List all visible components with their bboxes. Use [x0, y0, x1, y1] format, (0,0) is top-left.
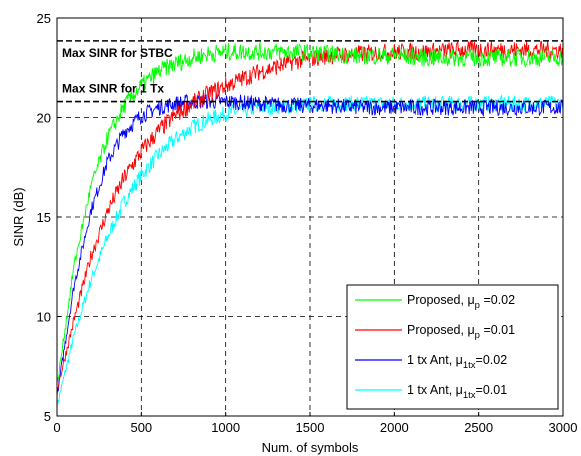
x-tick-label: 1000	[211, 420, 240, 435]
x-axis-label: Num. of symbols	[262, 440, 359, 455]
series-line-3	[56, 93, 564, 396]
x-tick-label: 2500	[464, 420, 493, 435]
series-line-1	[56, 41, 564, 384]
reference-label-2: Max SINR for 1 Tx	[62, 82, 164, 96]
legend-label-2: Proposed, μp =0.01	[407, 323, 515, 341]
y-tick-label: 10	[37, 310, 51, 325]
x-tick-label: 0	[53, 420, 60, 435]
reference-label-1: Max SINR for STBC	[62, 46, 173, 60]
x-tick-label: 2000	[380, 420, 409, 435]
legend: Proposed, μp =0.02 Proposed, μp =0.01 1 tx…	[346, 284, 559, 410]
y-axis-label: SINR (dB)	[11, 187, 26, 246]
series-line-4	[56, 94, 564, 411]
legend-label-3: 1 tx Ant, μ1tx=0.02	[407, 353, 507, 371]
y-tick-label: 25	[37, 11, 51, 26]
x-tick-label: 500	[130, 420, 152, 435]
legend-box	[346, 284, 559, 410]
y-tick-label: 5	[44, 409, 51, 424]
y-tick-label: 15	[37, 210, 51, 225]
legend-label-4: 1 tx Ant, μ1tx=0.01	[407, 383, 507, 401]
legend-label-1: Proposed, μp =0.02	[407, 293, 515, 311]
y-tick-label: 20	[37, 111, 51, 126]
x-tick-label: 1500	[296, 420, 325, 435]
reference-lines: Max SINR for STBC Max SINR for 1 Tx	[57, 40, 563, 103]
series-group	[56, 40, 564, 411]
x-tick-label: 3000	[549, 420, 578, 435]
axis-ticks: 0 500 1000 1500 2000 2500 3000 5 10 15 20 25	[37, 11, 578, 435]
